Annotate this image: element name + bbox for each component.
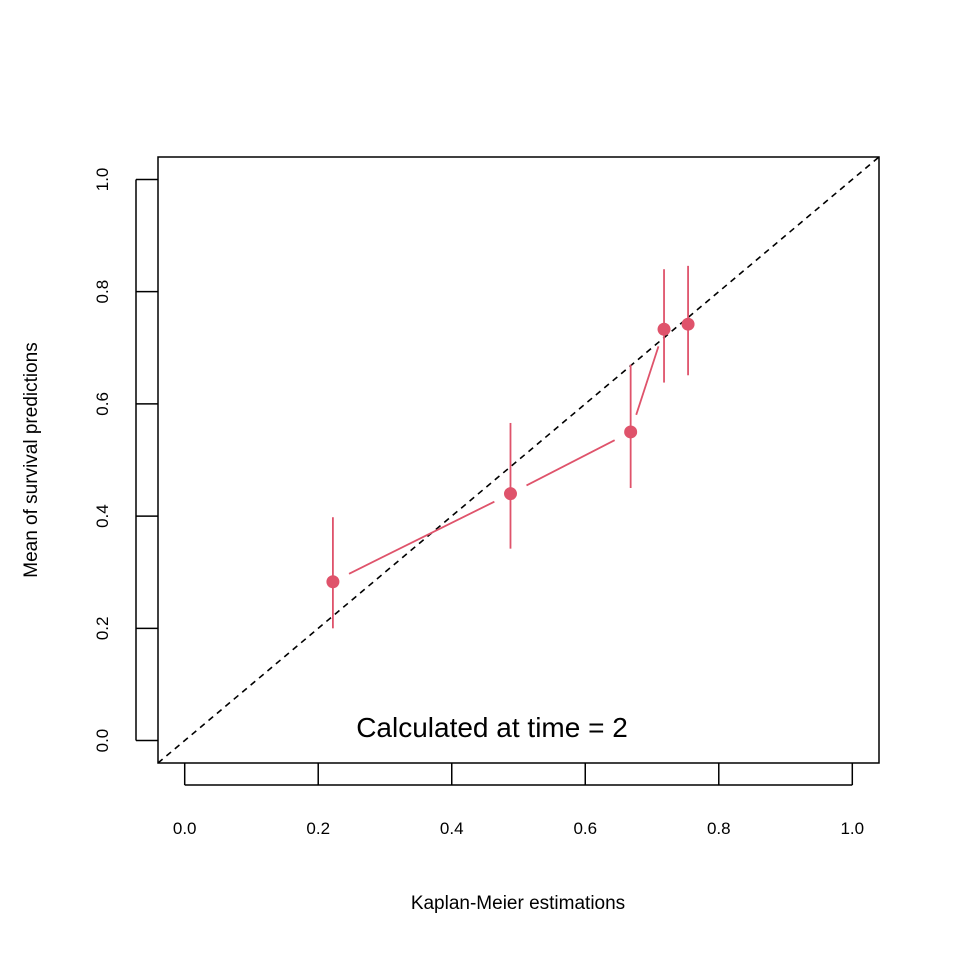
y-tick-label: 0.2 [93,617,112,641]
x-tick-label: 1.0 [840,819,864,838]
series-layer [326,265,695,629]
y-tick-label: 0.6 [93,392,112,416]
data-point [681,317,695,331]
y-axis: 0.0 0.2 0.4 0.6 0.8 1.0 [93,168,158,753]
x-tick-label: 0.2 [306,819,330,838]
x-axis-label: Kaplan-Meier estimations [411,893,625,914]
y-tick-label: 0.8 [93,280,112,304]
x-tick-label: 0.4 [440,819,464,838]
reference-line [157,156,880,764]
x-tick-label: 0.0 [173,819,197,838]
x-tick-label: 0.8 [707,819,731,838]
data-point [657,322,671,336]
connecting-segment [348,500,495,575]
y-tick-label: 0.4 [93,504,112,528]
y-tick-label: 1.0 [93,168,112,192]
reference-layer [157,156,880,764]
x-tick-label: 0.6 [573,819,597,838]
data-point [503,487,517,501]
y-axis-label: Mean of survival predictions [21,342,42,578]
data-point [624,425,638,439]
annotation-text: Calculated at time = 2 [356,712,628,743]
data-point [326,575,340,589]
y-tick-label: 0.0 [93,729,112,753]
connecting-segment [635,346,660,416]
x-axis: 0.0 0.2 0.4 0.6 0.8 1.0 [173,763,864,838]
connecting-segment [526,439,616,487]
plot-frame [157,156,880,764]
